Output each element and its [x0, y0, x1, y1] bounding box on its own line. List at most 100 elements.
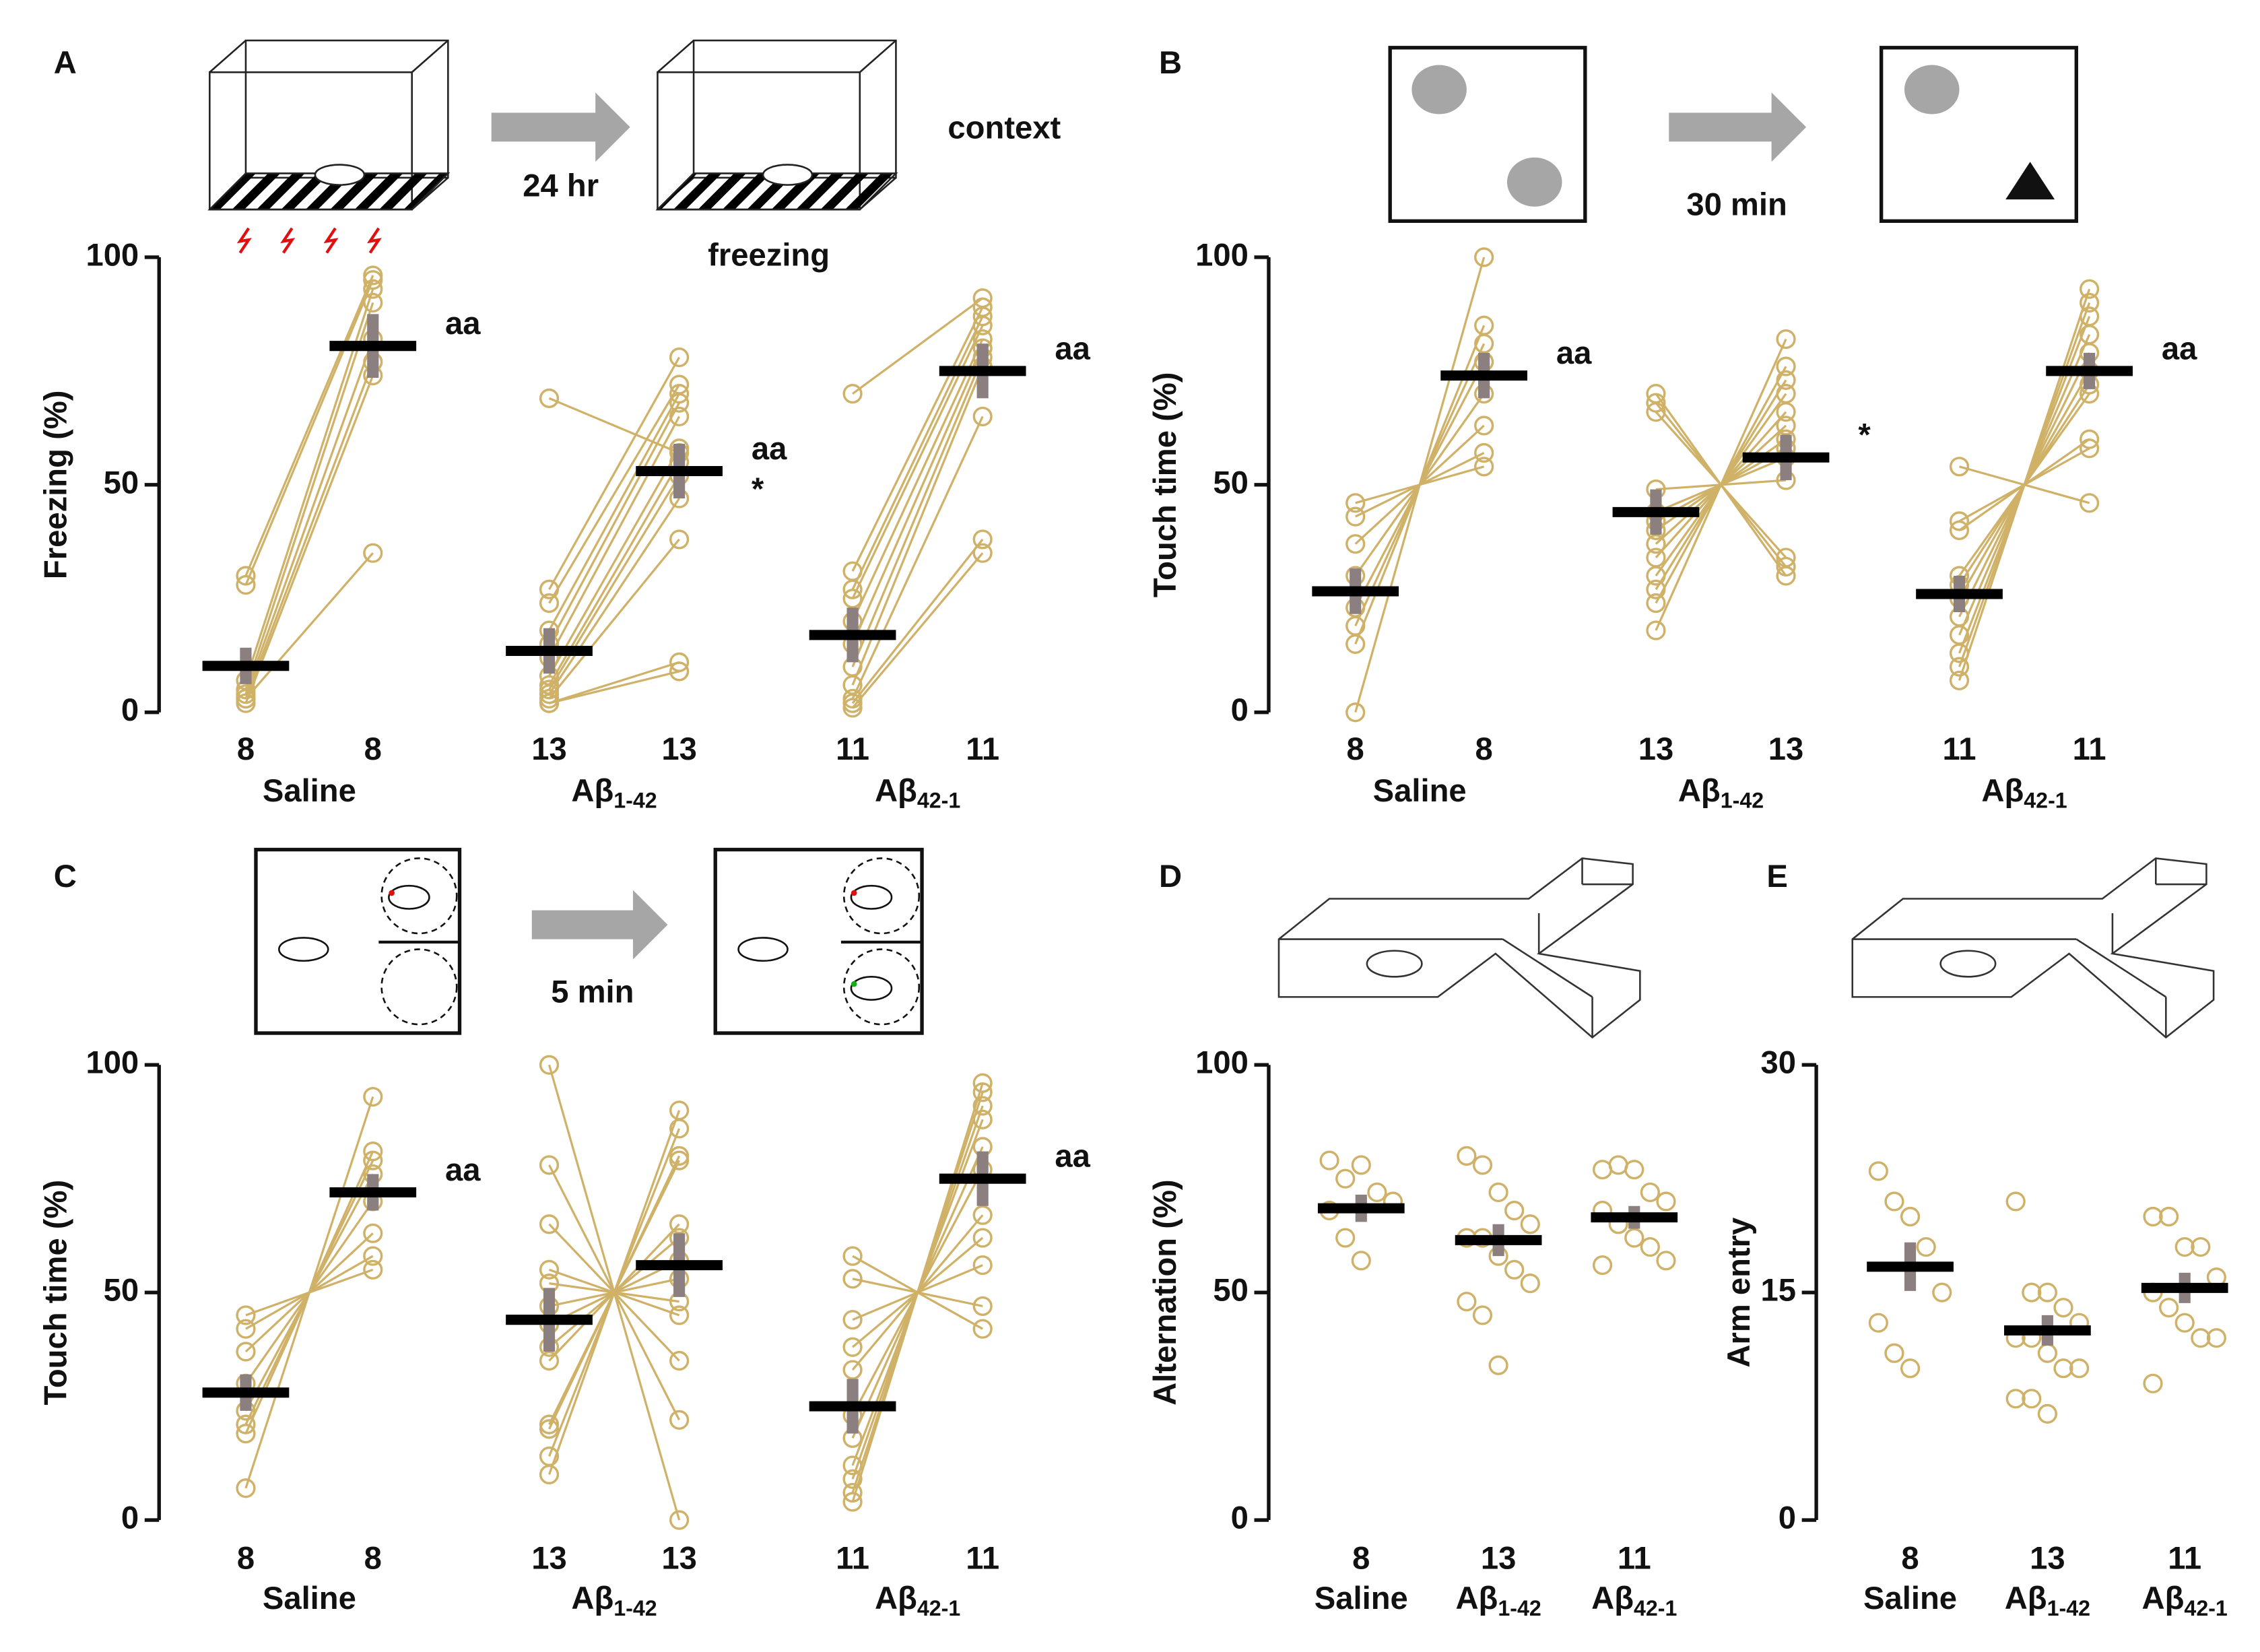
pair-line [851, 416, 984, 700]
data-point [1868, 1161, 1888, 1181]
n-label: 11 [836, 731, 869, 767]
data-point [363, 1246, 383, 1266]
data-point [539, 1259, 560, 1280]
data-point [2143, 1373, 2163, 1393]
data-point [669, 661, 690, 682]
data-point [1319, 1150, 1339, 1170]
n-label: 11 [1943, 731, 1976, 767]
y-axis-label: Arm entry [1721, 1218, 1757, 1368]
group-subscript: 1-42 [613, 788, 657, 812]
data-point [972, 306, 993, 327]
group-subscript: 1-42 [613, 1596, 657, 1620]
data-point [972, 543, 993, 563]
pair-line [548, 356, 681, 591]
data-point [1646, 620, 1666, 640]
data-point [1916, 1236, 1936, 1257]
data-point [1474, 457, 1494, 477]
group-label: Aβ42-1 [1981, 773, 2067, 812]
data-point [1932, 1282, 1952, 1302]
pair-line [547, 1110, 681, 1476]
data-point [1351, 1251, 1371, 1271]
data-point [2053, 1298, 2073, 1318]
pair-line [244, 279, 374, 586]
pair-line [548, 397, 680, 454]
data-point [669, 652, 690, 672]
annotation: * [1858, 418, 1871, 453]
data-point [2037, 1403, 2057, 1424]
data-point [972, 1296, 993, 1317]
group-label: Aβ1-42 [2005, 1581, 2090, 1620]
data-point [363, 270, 383, 290]
data-point [539, 1419, 560, 1439]
data-point [842, 1269, 863, 1289]
y-tick-label: 0 [1231, 1500, 1249, 1536]
data-point [842, 1246, 863, 1266]
y-tick-label: 0 [1779, 1500, 1796, 1536]
data-point [1646, 548, 1666, 568]
data-point [2080, 493, 2100, 513]
pair-line [244, 1096, 374, 1489]
group-name: Aβ [1678, 773, 1721, 809]
data-point [972, 315, 993, 335]
group-label: Aβ42-1 [875, 1581, 960, 1620]
data-point [669, 529, 690, 550]
data-point [669, 393, 690, 413]
pair-line [851, 316, 984, 590]
data-point [972, 1096, 993, 1116]
group-label: Aβ1-42 [571, 773, 657, 812]
annotation: * [752, 471, 764, 507]
group-name: Aβ [1981, 773, 2024, 809]
data-point [1335, 1168, 1356, 1189]
group-label: Aβ1-42 [1455, 1581, 1541, 1620]
data-point [236, 566, 256, 586]
group-subscript: 42-1 [2024, 788, 2067, 812]
data-point [539, 1155, 560, 1175]
data-point [539, 1350, 560, 1371]
data-point [972, 1228, 993, 1248]
data-point [669, 384, 690, 404]
data-point [2080, 292, 2100, 313]
data-point [236, 1319, 256, 1339]
data-point [1900, 1358, 1921, 1379]
data-point [1646, 393, 1666, 413]
pair-line [549, 661, 680, 704]
data-point [1472, 1155, 1493, 1175]
pair-line [851, 356, 984, 667]
data-point [842, 1455, 863, 1476]
n-label: 11 [836, 1541, 869, 1577]
data-point [2191, 1236, 2211, 1257]
data-point [972, 1319, 993, 1339]
n-label: 13 [531, 731, 567, 767]
y-axis-label: Freezing (%) [38, 391, 74, 580]
group-name: Aβ [1591, 1581, 1634, 1617]
data-point [669, 1350, 690, 1371]
pair-line [244, 302, 374, 690]
data-point [1345, 702, 1366, 723]
data-point [363, 543, 383, 563]
group-label: Aβ1-42 [571, 1581, 657, 1620]
schematic-label: context [948, 110, 1061, 146]
group-label: Aβ42-1 [1591, 1581, 1677, 1620]
n-label: 8 [1475, 731, 1493, 767]
data-point [2174, 1313, 2195, 1333]
data-point [236, 1342, 256, 1362]
data-point [2069, 1358, 2090, 1379]
group-name: Saline [263, 1581, 356, 1617]
data-point [1345, 493, 1366, 513]
data-point [1776, 566, 1796, 586]
annotation: aa [1556, 335, 1592, 371]
y-tick-label: 0 [121, 1500, 139, 1536]
y-axis-label: Touch time (%) [38, 1180, 74, 1406]
data-point [1776, 329, 1796, 350]
data-point [1351, 1155, 1371, 1175]
data-point [1520, 1214, 1540, 1234]
y-axis-label: Alternation (%) [1148, 1179, 1183, 1406]
data-point [1345, 534, 1366, 554]
data-point [972, 1255, 993, 1276]
schematic-a [207, 39, 898, 254]
schematic-label: 24 hr [523, 168, 599, 203]
y-tick-label: 50 [104, 1273, 139, 1309]
data-point [1900, 1206, 1921, 1227]
panel-letter: D [1159, 859, 1182, 894]
